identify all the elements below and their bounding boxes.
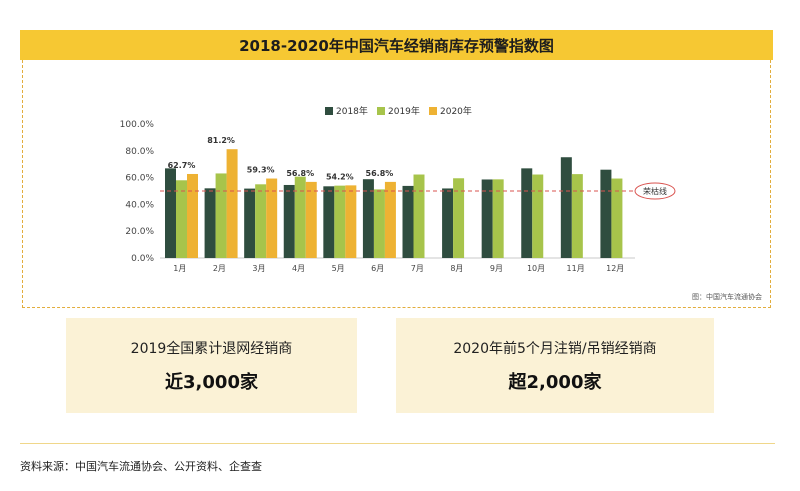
x-tick-label: 5月 [332,264,345,273]
reference-line-label: 荣枯线 [643,186,667,196]
x-tick-label: 11月 [567,264,585,273]
bar-2019年-2月 [215,173,227,258]
x-tick-label: 2月 [213,264,226,273]
data-label: 59.3% [247,166,275,175]
bar-2019年-8月 [453,178,465,258]
bar-2018年-7月 [402,185,414,258]
legend-swatch-2020年 [429,107,437,115]
data-label: 56.8% [286,169,314,178]
x-tick-label: 8月 [450,264,463,273]
bar-2019年-11月 [571,174,583,258]
bar-2020年-2月 [226,149,238,258]
legend-label: 2018年 [336,105,368,117]
bar-2020年-5月 [345,185,357,258]
x-tick-label: 3月 [252,264,265,273]
bar-2018年-1月 [165,168,176,258]
x-tick-label: 7月 [411,264,424,273]
bar-2020年-6月 [384,181,396,258]
bar-2020年-1月 [187,173,198,258]
bar-2018年-3月 [244,188,256,258]
stat-card-label: 2020年前5个月注销/吊销经销商 [453,340,657,357]
stat-card-value: 超2,000家 [508,371,602,393]
x-tick-label: 1月 [173,264,186,273]
y-tick-label: 60.0% [125,174,154,184]
footer-source: 资料来源：中国汽车流通协会、公开资料、企查查 [20,460,262,473]
legend-swatch-2019年 [377,107,385,115]
bar-2020年-4月 [305,181,317,258]
bar-2019年-5月 [334,185,346,258]
data-label: 54.2% [326,172,354,181]
data-label: 62.7% [168,161,196,170]
chart-title: 2018-2020年中国汽车经销商库存预警指数图 [20,30,773,60]
bar-2019年-4月 [294,176,306,258]
bar-2019年-1月 [176,180,187,258]
x-tick-label: 12月 [606,264,624,273]
chart-frame: 0.0% 20.0% 40.0% 60.0% 80.0% 100.0% 1月 2月 3月 4月 5月… [22,60,771,308]
bar-2018年-4月 [283,184,295,258]
data-label: 81.2% [207,136,235,145]
reference-line-badge [634,182,676,200]
bar-chart: 0.0% 20.0% 40.0% 60.0% 80.0% 100.0% 1月 2月 3月 4月 5月… [120,105,676,273]
bar-2018年-11月 [560,157,572,258]
stat-card-value: 近3,000家 [165,371,258,393]
chart-source-note: 图：中国汽车流通协会 [692,293,762,301]
y-tick-label: 20.0% [125,227,154,237]
y-tick-label: 80.0% [125,147,154,157]
y-tick-label: 40.0% [125,200,154,210]
bar-2018年-9月 [481,179,493,258]
bar-2019年-12月 [611,178,623,258]
legend-label: 2019年 [388,105,420,117]
stat-card-dealers-exited: 2019全国累计退网经销商 近3,000家 [66,318,357,413]
stat-card-dealers-revoked: 2020年前5个月注销/吊销经销商 超2,000家 [396,318,714,413]
bar-2019年-3月 [255,184,267,258]
y-tick-label: 0.0% [131,254,154,264]
bar-2020年-3月 [266,178,278,258]
bar-2019年-7月 [413,174,425,258]
data-label: 56.8% [366,169,394,178]
y-tick-label: 100.0% [120,120,155,130]
x-tick-label: 9月 [490,264,503,273]
bar-2019年-9月 [492,179,504,258]
bar-2019年-6月 [373,189,385,258]
legend-label: 2020年 [440,105,472,117]
legend-swatch-2018年 [325,107,333,115]
bar-2018年-8月 [442,188,454,258]
bar-2019年-10月 [532,174,544,258]
bar-2018年-10月 [521,168,533,258]
x-tick-label: 4月 [292,264,305,273]
footer-divider [20,443,775,444]
bar-2018年-6月 [362,179,374,258]
x-tick-label: 6月 [371,264,384,273]
bar-2018年-12月 [600,169,612,258]
stat-card-label: 2019全国累计退网经销商 [130,340,293,357]
bar-2018年-2月 [204,188,216,258]
x-tick-label: 10月 [527,264,545,273]
bar-2018年-5月 [323,186,335,258]
